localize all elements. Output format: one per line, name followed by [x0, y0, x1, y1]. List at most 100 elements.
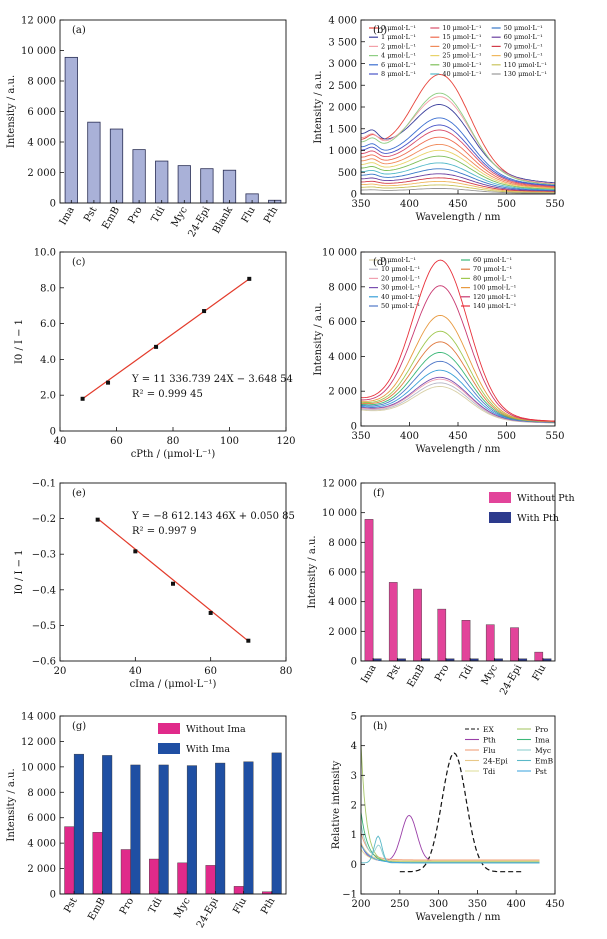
- series-line: [361, 124, 556, 187]
- x-tick-label: 350: [351, 199, 370, 210]
- y-tick-label: 2 000: [328, 387, 357, 398]
- series-line: [361, 162, 556, 191]
- series-line: [360, 842, 540, 862]
- y-tick-label: 0: [50, 199, 56, 210]
- panel-label: (c): [72, 257, 86, 268]
- plot-frame: [59, 251, 287, 432]
- x-tick-label: 400: [507, 899, 526, 910]
- y-tick-label: 6 000: [27, 107, 56, 118]
- series-line: [360, 386, 555, 424]
- panel-h-line-chart: EXPthFlu24-EpiTdiProImaMycEmBPst−1012345…: [331, 712, 565, 924]
- legend-label: 4 μmol·L⁻¹: [381, 52, 416, 60]
- fit-line: [82, 278, 250, 400]
- y-tick-label: 4 000: [27, 839, 56, 850]
- category-label: Pst: [82, 205, 99, 224]
- series-line: [361, 188, 556, 194]
- data-point: [202, 309, 207, 314]
- y-tick-label: 2: [351, 801, 357, 812]
- panel-e-scatter-chart: Y = −8 612.143 46X + 0.050 85 R² = 0.997 …: [14, 479, 295, 691]
- y-tick-label: 8.0: [40, 283, 56, 294]
- y-tick-label: 0: [351, 860, 357, 871]
- bar: [243, 761, 254, 895]
- panel-label: (g): [72, 721, 86, 732]
- legend-label: 50 μmol·L⁻¹: [381, 302, 421, 310]
- legend-label: 30 μmol·L⁻¹: [442, 61, 482, 69]
- y-tick-label: 500: [338, 168, 357, 179]
- data-point: [80, 396, 85, 401]
- y-tick-label: 8 000: [27, 788, 56, 799]
- category-label: Pro: [433, 663, 451, 684]
- y-tick-label: 10 000: [322, 508, 357, 519]
- fit-r-squared: R² = 0.999 45: [132, 389, 203, 400]
- y-tick-label: 0: [351, 422, 357, 433]
- legend-label: With Ima: [186, 744, 230, 755]
- y-tick-label: −0.5: [32, 621, 56, 632]
- x-tick-label: 350: [468, 899, 487, 910]
- x-axis-label: Wavelength / nm: [415, 912, 501, 923]
- bar: [413, 588, 422, 662]
- category-label: Flu: [531, 663, 549, 683]
- x-tick-label: 450: [448, 199, 467, 210]
- bar: [64, 826, 75, 895]
- x-tick-label: 100: [220, 436, 239, 447]
- y-tick-label: 10 000: [322, 248, 357, 259]
- legend-label: With Pth: [517, 513, 559, 524]
- bar: [388, 582, 398, 662]
- x-tick-label: 500: [497, 431, 516, 442]
- data-point: [154, 344, 159, 349]
- y-tick-label: −0.2: [32, 514, 56, 525]
- bar: [64, 56, 78, 204]
- x-tick-label: 80: [167, 436, 180, 447]
- legend-label: 140 μmol·L⁻¹: [473, 302, 517, 310]
- bar: [233, 886, 244, 895]
- y-tick-label: 2 000: [328, 627, 357, 638]
- legend-label: 20 μmol·L⁻¹: [381, 274, 421, 282]
- legend-label: Pst: [535, 767, 547, 776]
- category-label: Flu: [240, 205, 258, 225]
- plot-frame: [360, 715, 556, 895]
- category-label: Pth: [262, 205, 280, 226]
- category-label: Blank: [211, 204, 236, 235]
- category-label: Flu: [231, 896, 249, 916]
- panel-label: (d): [373, 257, 387, 268]
- series-line: [361, 168, 555, 191]
- category-label: 24-Epi: [186, 205, 212, 239]
- legend-label: EX: [483, 725, 494, 734]
- legend-label: 2 μmol·L⁻¹: [381, 42, 416, 50]
- panel-c-scatter-chart: Y = 11 336.739 24X − 3.648 54 R² = 0.999 …: [14, 248, 296, 461]
- series-line: [360, 844, 540, 864]
- category-label: EmB: [86, 896, 108, 922]
- y-tick-label: 2 500: [328, 81, 357, 92]
- x-tick-label: 60: [204, 666, 217, 677]
- y-axis-label: I0 / I − 1: [14, 319, 25, 364]
- legend-label: 70 μmol·L⁻¹: [504, 42, 544, 50]
- y-tick-label: 12 000: [21, 737, 56, 748]
- y-tick-label: 10.0: [34, 248, 56, 259]
- bar: [222, 169, 237, 204]
- legend-label: 10 μmol·L⁻¹: [442, 24, 482, 32]
- category-label: Myc: [170, 205, 190, 229]
- series-line: [360, 360, 556, 423]
- x-tick-label: 60: [110, 436, 123, 447]
- category-label: Pst: [62, 896, 79, 915]
- bar: [132, 149, 146, 204]
- legend-label: 120 μmol·L⁻¹: [473, 293, 517, 301]
- series-line: [360, 744, 540, 863]
- bar: [73, 753, 84, 895]
- legend-label: 0 μmol·L⁻¹: [381, 256, 416, 264]
- bar: [120, 849, 131, 895]
- y-tick-label: −0.1: [32, 479, 56, 490]
- y-tick-label: 10 000: [21, 46, 56, 57]
- panel-a-bar-chart: 0 2 000 4 000 6 000 8 000 10 000 12 000 Ima Pst E…: [6, 16, 287, 239]
- legend-label: Pth: [483, 736, 496, 745]
- y-tick-label: 4 000: [328, 352, 357, 363]
- legend-label: 20 μmol·L⁻¹: [442, 42, 482, 50]
- legend-label: 0 μmol·L⁻¹: [381, 24, 416, 32]
- y-tick-label: 2 000: [27, 168, 56, 179]
- bar: [149, 858, 160, 895]
- series-line: [361, 155, 556, 190]
- legend-label: 6 μmol·L⁻¹: [381, 61, 416, 69]
- fit-equation: Y = 11 336.739 24X − 3.648 54: [131, 374, 293, 385]
- series-line: [361, 173, 555, 192]
- category-label: Tdi: [147, 896, 165, 916]
